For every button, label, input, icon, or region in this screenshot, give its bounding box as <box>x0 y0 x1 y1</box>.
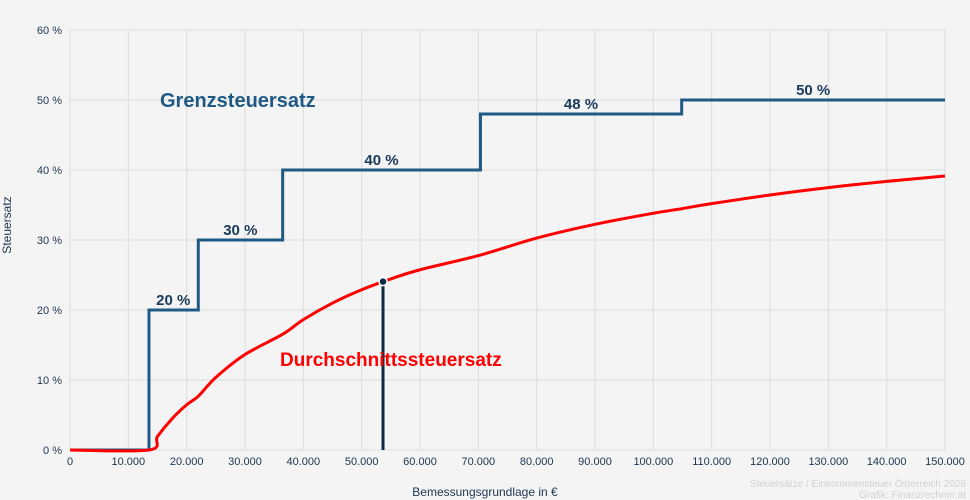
x-tick-label: 120.000 <box>750 456 790 468</box>
x-tick-label: 140.000 <box>867 456 907 468</box>
grenzsteuersatz-line <box>70 98 945 452</box>
x-tick-label: 40.000 <box>287 456 321 468</box>
step-rate-label: 40 % <box>364 152 398 169</box>
y-tick-label: 50 % <box>37 95 62 107</box>
x-tick-label: 70.000 <box>462 456 496 468</box>
grenzsteuersatz-annotation: Grenzsteuersatz <box>160 90 316 112</box>
x-tick-label: 50.000 <box>345 456 379 468</box>
durchschnittssteuersatz-line <box>69 174 946 453</box>
credit-line-2: Grafik: Finanzrechner.at <box>859 490 966 500</box>
durchschnittssteuersatz-annotation: Durchschnittssteuersatz <box>280 350 502 371</box>
y-tick-label: 0 % <box>43 445 62 457</box>
x-tick-label: 110.000 <box>692 456 731 468</box>
x-tick-label: 0 <box>67 456 73 468</box>
y-tick-label: 40 % <box>37 165 62 177</box>
x-tick-label: 80.000 <box>520 456 554 468</box>
x-tick-label: 10.000 <box>112 456 146 468</box>
x-axis-label: Bemessungsgrundlage in € <box>412 485 558 499</box>
y-tick-label: 60 % <box>37 25 62 37</box>
x-tick-label: 130.000 <box>808 456 848 468</box>
credit-line-1: Steuersätze / Einkommensteuer Österreich… <box>750 478 967 490</box>
y-tick-label: 20 % <box>37 305 62 317</box>
marker-point[interactable] <box>378 276 388 287</box>
series: 20 % 30 % 40 % 48 % 50 % <box>69 82 946 453</box>
step-rate-label: 30 % <box>223 222 257 239</box>
step-rate-label: 48 % <box>564 96 598 113</box>
step-rate-label: 50 % <box>796 82 830 99</box>
y-tick-label: 30 % <box>37 235 62 247</box>
step-rate-label: 20 % <box>156 292 190 309</box>
y-axis-ticks: 0 % 10 % 20 % 30 % 40 % 50 % 60 % <box>37 25 62 457</box>
x-tick-label: 100.000 <box>633 456 673 468</box>
y-axis-label: Steuersatz <box>0 196 14 253</box>
x-tick-label: 90.000 <box>578 456 612 468</box>
x-axis-ticks: 0 10.000 20.000 30.000 40.000 50.000 60.000 70.… <box>67 456 965 468</box>
x-tick-label: 150.000 <box>925 456 965 468</box>
x-tick-label: 60.000 <box>403 456 437 468</box>
x-tick-label: 30.000 <box>228 456 262 468</box>
x-tick-label: 20.000 <box>170 456 204 468</box>
y-tick-label: 10 % <box>37 375 62 387</box>
